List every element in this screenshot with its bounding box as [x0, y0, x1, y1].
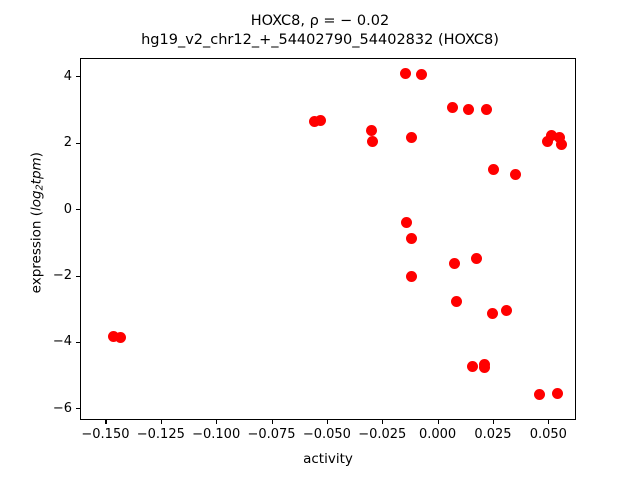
y-tick-label: −2	[52, 268, 72, 284]
y-axis-label-subscript: 2	[34, 184, 46, 191]
data-point	[405, 232, 417, 244]
y-tick-label: −6	[52, 400, 72, 416]
y-axis-label-unit: tpm	[28, 157, 45, 185]
data-point	[308, 115, 320, 127]
data-point	[315, 114, 327, 126]
x-tick-label: −0.025	[358, 427, 407, 442]
y-axis-label-suffix: )	[28, 152, 45, 158]
plot-area	[80, 58, 576, 420]
data-point	[462, 103, 474, 115]
data-point	[406, 271, 418, 283]
data-point	[487, 164, 499, 176]
y-tick-mark	[76, 275, 80, 277]
x-axis-label: activity	[303, 451, 353, 467]
data-point	[479, 362, 491, 374]
chart-title-line-1: HOXC8, ρ = − 0.02	[250, 13, 390, 29]
data-point	[509, 169, 521, 181]
x-tick-label: −0.100	[192, 427, 241, 442]
data-point	[415, 69, 427, 81]
y-tick-mark	[76, 142, 80, 144]
x-tick-label: −0.125	[136, 427, 185, 442]
data-point	[114, 332, 126, 344]
data-point	[533, 388, 545, 400]
y-tick-mark	[76, 76, 80, 78]
x-tick-mark	[216, 420, 218, 424]
x-tick-label: −0.075	[247, 427, 296, 442]
data-point	[545, 130, 557, 142]
y-tick-label: 4	[63, 68, 72, 84]
y-axis-label: expression (log2tpm)	[28, 42, 45, 404]
y-tick-label: 2	[63, 135, 72, 151]
y-tick-mark	[76, 408, 80, 410]
data-point	[107, 330, 119, 342]
data-point	[480, 104, 492, 116]
x-tick-mark	[160, 420, 162, 424]
x-tick-label: −0.150	[81, 427, 130, 442]
data-point	[551, 388, 563, 400]
x-tick-mark	[548, 420, 550, 424]
y-tick-mark	[76, 209, 80, 211]
x-tick-mark	[492, 420, 495, 424]
data-point	[541, 136, 553, 148]
chart-title: HOXC8, ρ = − 0.02 hg19_v2_chr12_+_544027…	[0, 12, 640, 50]
data-point	[553, 131, 565, 143]
data-point	[500, 305, 512, 317]
data-point	[400, 217, 412, 229]
data-point	[471, 253, 483, 265]
data-point	[405, 132, 417, 144]
data-point	[400, 67, 412, 79]
data-point	[486, 307, 498, 319]
x-tick-mark	[105, 420, 107, 424]
y-tick-label: −4	[52, 334, 72, 350]
chart-title-line-2: hg19_v2_chr12_+_54402790_54402832 (HOXC8…	[141, 32, 499, 48]
x-tick-mark	[271, 420, 273, 424]
data-point	[366, 124, 378, 136]
x-tick-label: 0.025	[474, 427, 512, 442]
data-point	[555, 139, 567, 151]
data-point	[451, 296, 463, 308]
y-tick-label: 0	[63, 201, 72, 217]
data-point	[447, 101, 459, 113]
data-point	[366, 135, 378, 147]
data-point	[467, 360, 479, 372]
y-tick-mark	[76, 341, 80, 344]
x-tick-mark	[382, 420, 384, 424]
data-point	[448, 257, 460, 269]
x-tick-mark	[437, 420, 439, 424]
x-tick-label: −0.050	[302, 427, 351, 442]
x-tick-label: 0.050	[529, 427, 567, 442]
x-tick-label: 0.000	[418, 427, 457, 442]
x-tick-mark	[326, 420, 328, 424]
